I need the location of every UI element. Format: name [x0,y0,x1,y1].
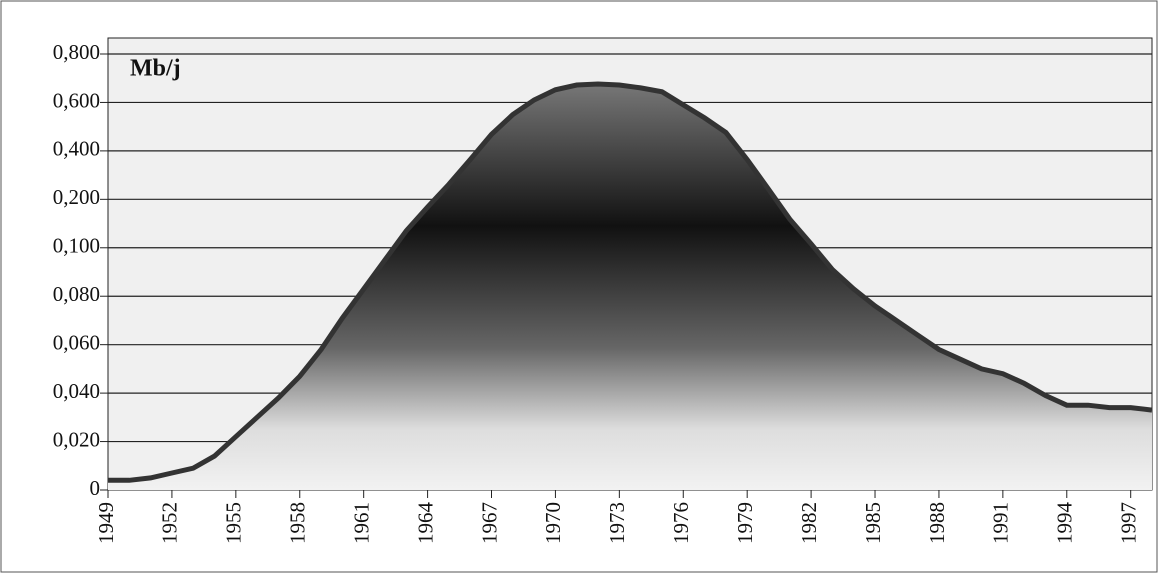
y-tick-label: 0,060 [53,330,100,354]
x-tick-label: 1964 [413,502,437,545]
x-tick-label: 1997 [1117,502,1141,544]
x-tick-label: 1961 [349,502,373,544]
x-tick-label: 1976 [669,502,693,544]
y-tick-label: 0,020 [53,427,100,451]
x-tick-label: 1955 [222,502,246,544]
x-tick-label: 1973 [605,502,629,544]
y-tick-label: 0,200 [53,185,100,209]
x-tick-label: 1967 [477,502,501,544]
y-tick-label: 0 [90,476,101,500]
x-tick-label: 1979 [733,502,757,544]
y-tick-label: 0,100 [53,234,100,258]
y-tick-label: 0,600 [53,88,100,112]
y-tick-label: 0,400 [53,137,100,161]
x-tick-label: 1970 [541,502,565,544]
x-tick-label: 1952 [158,502,182,544]
x-tick-label: 1991 [989,502,1013,544]
y-tick-label: 0,080 [53,282,100,306]
chart: Mb/j 0 0,020 0,040 0,060 0,080 0,100 0,200 0,40… [0,0,1158,573]
y-tick-label: 0,040 [53,379,100,403]
x-tick-label: 1958 [286,502,310,544]
x-tick-label: 1985 [861,502,885,544]
x-tick-label: 1988 [925,502,949,544]
y-tick-label: 0,800 [53,40,100,64]
chart-title: Mb/j [130,56,181,82]
x-tick-label: 1994 [1053,502,1077,545]
x-tick-label: 1949 [94,502,118,544]
x-tick-label: 1982 [797,502,821,544]
